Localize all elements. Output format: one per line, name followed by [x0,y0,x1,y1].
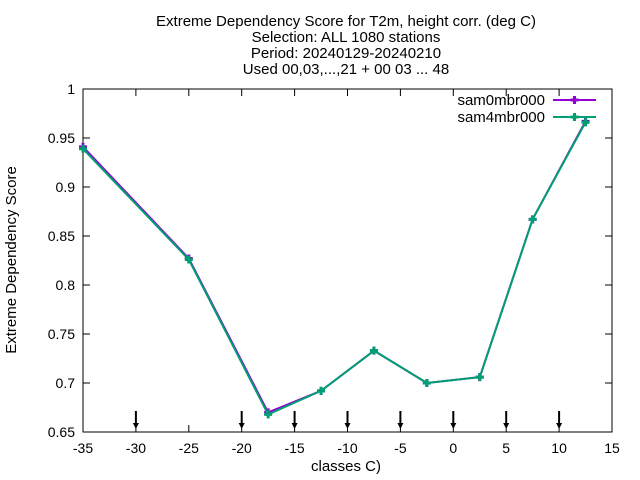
x-axis: -35 -30 -25 -20 -15 -10 -5 0 5 10 15 [73,89,620,456]
series-line [82,120,587,414]
data-point [264,410,273,419]
x-tick-label: -10 [337,440,357,456]
data-point [528,215,537,224]
y-tick-label: 0.8 [56,277,76,293]
y-tick-label: 0.65 [48,424,75,440]
x-tick-label: 0 [449,440,457,456]
y-tick-label: 1 [67,81,75,97]
y-tick-label: 0.7 [56,375,76,391]
chart-title: Extreme Dependency Score for T2m, height… [156,13,536,78]
class-markers [132,411,563,429]
data-point [581,118,590,127]
x-tick-label: -30 [126,440,146,456]
legend-label: sam4mbr000 [457,109,545,126]
series-sam4mbr000 [79,118,590,419]
class-marker-arrow [450,423,457,429]
data-point [79,144,87,153]
data-point [317,386,326,395]
data-point [422,379,431,387]
y-tick-label: 0.75 [48,326,75,342]
x-tick-label: 10 [551,440,567,456]
title-line-1: Extreme Dependency Score for T2m, height… [156,13,536,30]
title-line-2: Selection: ALL 1080 stations [252,29,441,46]
class-marker-arrow [238,423,245,429]
y-tick-label: 0.9 [56,179,76,195]
series-line [82,121,587,416]
class-marker-arrow [397,423,404,429]
series-sam0mbr000 [79,117,590,417]
y-axis-label: Extreme Dependency Score [3,166,20,354]
x-tick-label: -5 [394,440,407,456]
legend-swatch-marker [570,113,579,121]
legend-label: sam0mbr000 [457,92,545,109]
x-tick-label: -25 [179,440,199,456]
y-axis: 0.65 0.7 0.75 0.8 0.85 0.9 0.95 1 [48,81,612,440]
y-tick-label: 0.85 [48,228,75,244]
x-axis-label: classes C) [311,458,381,475]
class-marker-arrow [503,423,510,429]
y-tick-label: 0.95 [48,130,75,146]
class-marker-arrow [556,423,563,429]
x-tick-label: -35 [73,440,93,456]
data-point [184,255,193,264]
class-marker-arrow [291,423,298,429]
legend-swatch-marker [570,96,579,104]
x-tick-label: -20 [232,440,252,456]
class-marker-arrow [344,423,351,429]
data-point [475,373,484,382]
x-tick-label: -15 [284,440,304,456]
data-point [369,346,378,355]
title-line-3: Period: 20240129-20240210 [251,45,441,62]
x-tick-label: 15 [604,440,620,456]
x-tick-label: 5 [502,440,510,456]
series-layer [79,117,590,419]
title-line-4: Used 00,03,...,21 + 00 03 ... 48 [243,61,449,78]
class-marker-arrow [132,423,139,429]
plot-frame [82,88,613,433]
